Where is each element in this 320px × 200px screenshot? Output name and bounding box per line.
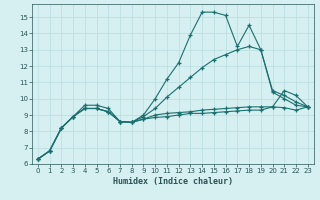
X-axis label: Humidex (Indice chaleur): Humidex (Indice chaleur) (113, 177, 233, 186)
